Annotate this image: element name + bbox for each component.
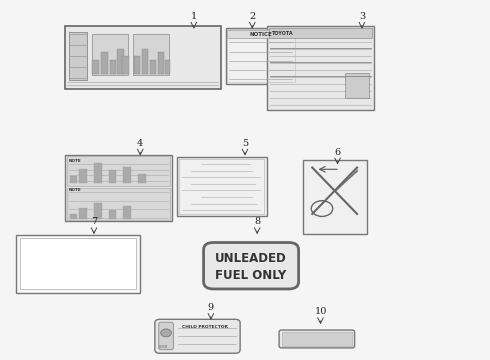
Bar [177, 157, 267, 216]
Text: 1: 1 [191, 12, 197, 21]
Text: 7: 7 [91, 217, 97, 226]
Bar [123, 167, 131, 183]
Text: 2: 2 [249, 12, 255, 21]
Bar [94, 203, 102, 219]
Text: TOYOTA: TOYOTA [272, 31, 294, 36]
FancyBboxPatch shape [203, 243, 298, 289]
Bar [79, 208, 87, 219]
Bar [134, 56, 140, 74]
Bar [16, 235, 140, 293]
Bar [133, 34, 170, 75]
Text: CHILD PROTECTOR: CHILD PROTECTOR [182, 325, 228, 329]
FancyBboxPatch shape [159, 322, 173, 350]
Text: NOTICE: NOTICE [249, 32, 272, 37]
Text: 6: 6 [335, 148, 341, 157]
Bar [117, 49, 124, 74]
FancyBboxPatch shape [155, 319, 240, 353]
Bar [282, 332, 352, 346]
Text: NOTE: NOTE [69, 158, 81, 163]
Bar [158, 53, 164, 74]
Bar [345, 73, 369, 98]
Bar [123, 206, 131, 219]
Bar [67, 157, 170, 186]
Bar [65, 26, 220, 89]
Circle shape [161, 329, 171, 337]
Text: NOTE: NOTE [69, 188, 81, 192]
Bar [70, 213, 77, 219]
Text: FUEL ONLY: FUEL ONLY [216, 269, 287, 283]
Text: 5: 5 [242, 139, 248, 148]
Bar [70, 176, 77, 183]
Text: 8: 8 [254, 217, 260, 226]
Bar [303, 160, 367, 234]
Bar [267, 26, 374, 111]
Bar [227, 29, 294, 82]
Text: 3: 3 [359, 12, 365, 21]
Bar [142, 49, 147, 74]
Bar [122, 56, 129, 74]
Bar [92, 34, 128, 75]
Bar [67, 188, 170, 220]
Bar [69, 32, 87, 80]
Bar [269, 28, 372, 38]
Bar [79, 168, 87, 183]
Text: LOCK: LOCK [159, 345, 168, 348]
Text: 10: 10 [314, 307, 327, 316]
Bar [20, 238, 136, 289]
Bar [65, 155, 172, 221]
Bar [93, 60, 99, 74]
Text: UNLEADED: UNLEADED [215, 252, 287, 265]
Bar [109, 210, 116, 219]
Bar [225, 28, 296, 84]
Text: 9: 9 [208, 303, 214, 312]
FancyBboxPatch shape [279, 330, 355, 348]
Bar [109, 170, 116, 183]
Bar [94, 163, 102, 183]
Bar [179, 158, 265, 214]
Bar [138, 174, 146, 183]
Text: 4: 4 [137, 139, 144, 148]
Bar [150, 60, 156, 74]
Bar [110, 60, 116, 74]
Bar [101, 53, 108, 74]
Bar [227, 30, 294, 38]
Bar [165, 60, 171, 74]
